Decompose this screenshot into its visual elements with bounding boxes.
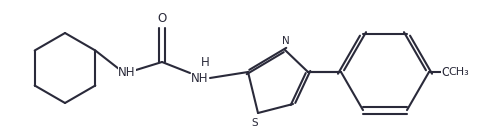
Text: H: H — [200, 55, 209, 69]
Text: O: O — [441, 65, 450, 79]
Text: NH: NH — [118, 65, 136, 79]
Text: S: S — [251, 118, 258, 128]
Text: N: N — [282, 36, 289, 46]
Text: O: O — [157, 12, 166, 24]
Text: NH: NH — [191, 71, 208, 85]
Text: CH₃: CH₃ — [447, 67, 468, 77]
